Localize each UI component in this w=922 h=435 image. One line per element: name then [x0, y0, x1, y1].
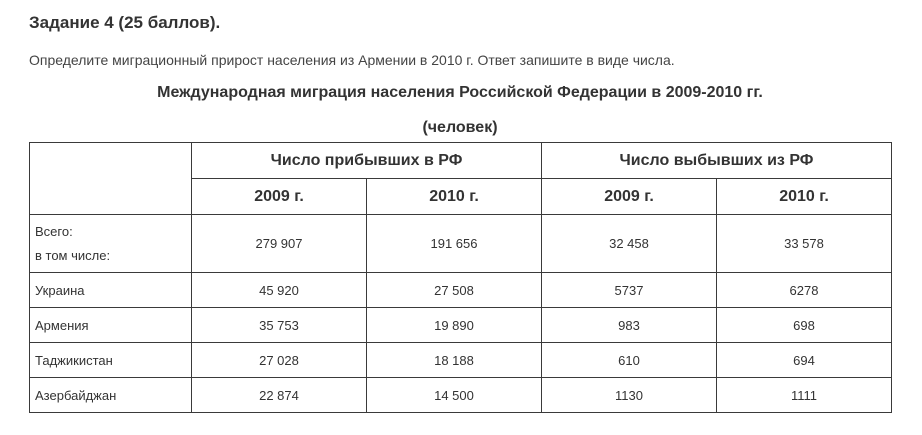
- table-cell: 14 500: [366, 377, 542, 413]
- table-cell: 5737: [541, 272, 717, 308]
- table-header-group-row: Число прибывших в РФ Число выбывших из Р…: [29, 142, 892, 215]
- table-row-tajikistan: Таджикистан 27 028 18 188 610 694: [29, 342, 892, 378]
- task-title: Задание 4 (25 баллов).: [29, 13, 221, 32]
- table-cell: 27 028: [191, 342, 367, 378]
- row-label-total: Всего: в том числе:: [29, 214, 192, 273]
- table-cell: 1111: [716, 377, 892, 413]
- year-header-departures-2010: 2010 г.: [716, 178, 892, 215]
- year-header-arrivals-2010: 2010 г.: [366, 178, 542, 215]
- table-cell: 6278: [716, 272, 892, 308]
- corner-header-cell: [29, 142, 192, 215]
- table-cell: 983: [541, 307, 717, 343]
- row-label: Украина: [29, 272, 192, 308]
- table-cell: 35 753: [191, 307, 367, 343]
- table-title: Международная миграция населения Российс…: [157, 84, 763, 101]
- table-row-ukraine: Украина 45 920 27 508 5737 6278: [29, 272, 892, 308]
- including-label: в том числе:: [35, 247, 111, 263]
- table-cell: 32 458: [541, 214, 717, 273]
- table-row-armenia: Армения 35 753 19 890 983 698: [29, 307, 892, 343]
- migration-table: Число прибывших в РФ Число выбывших из Р…: [29, 142, 892, 413]
- table-cell: 19 890: [366, 307, 542, 343]
- total-label: Всего:: [35, 223, 73, 239]
- year-header-departures-2009: 2009 г.: [541, 178, 717, 215]
- table-cell: 45 920: [191, 272, 367, 308]
- table-units: (человек): [422, 119, 498, 136]
- arrivals-group-header: Число прибывших в РФ: [191, 142, 542, 179]
- table-cell: 698: [716, 307, 892, 343]
- task-question: Определите миграционный прирост населени…: [29, 52, 675, 68]
- table-row-total: Всего: в том числе: 279 907 191 656 32 4…: [29, 214, 892, 273]
- departures-group-header: Число выбывших из РФ: [541, 142, 892, 179]
- table-cell: 694: [716, 342, 892, 378]
- table-row-azerbaijan: Азербайджан 22 874 14 500 1130 1111: [29, 377, 892, 413]
- row-label: Армения: [29, 307, 192, 343]
- table-cell: 22 874: [191, 377, 367, 413]
- table-cell: 27 508: [366, 272, 542, 308]
- table-cell: 33 578: [716, 214, 892, 273]
- year-header-arrivals-2009: 2009 г.: [191, 178, 367, 215]
- row-label: Азербайджан: [29, 377, 192, 413]
- table-header-years-row: 2009 г. 2010 г. 2009 г. 2010 г.: [30, 178, 892, 215]
- table-cell: 279 907: [191, 214, 367, 273]
- table-cell: 610: [541, 342, 717, 378]
- table-cell: 191 656: [366, 214, 542, 273]
- row-label: Таджикистан: [29, 342, 192, 378]
- table-cell: 1130: [541, 377, 717, 413]
- table-cell: 18 188: [366, 342, 542, 378]
